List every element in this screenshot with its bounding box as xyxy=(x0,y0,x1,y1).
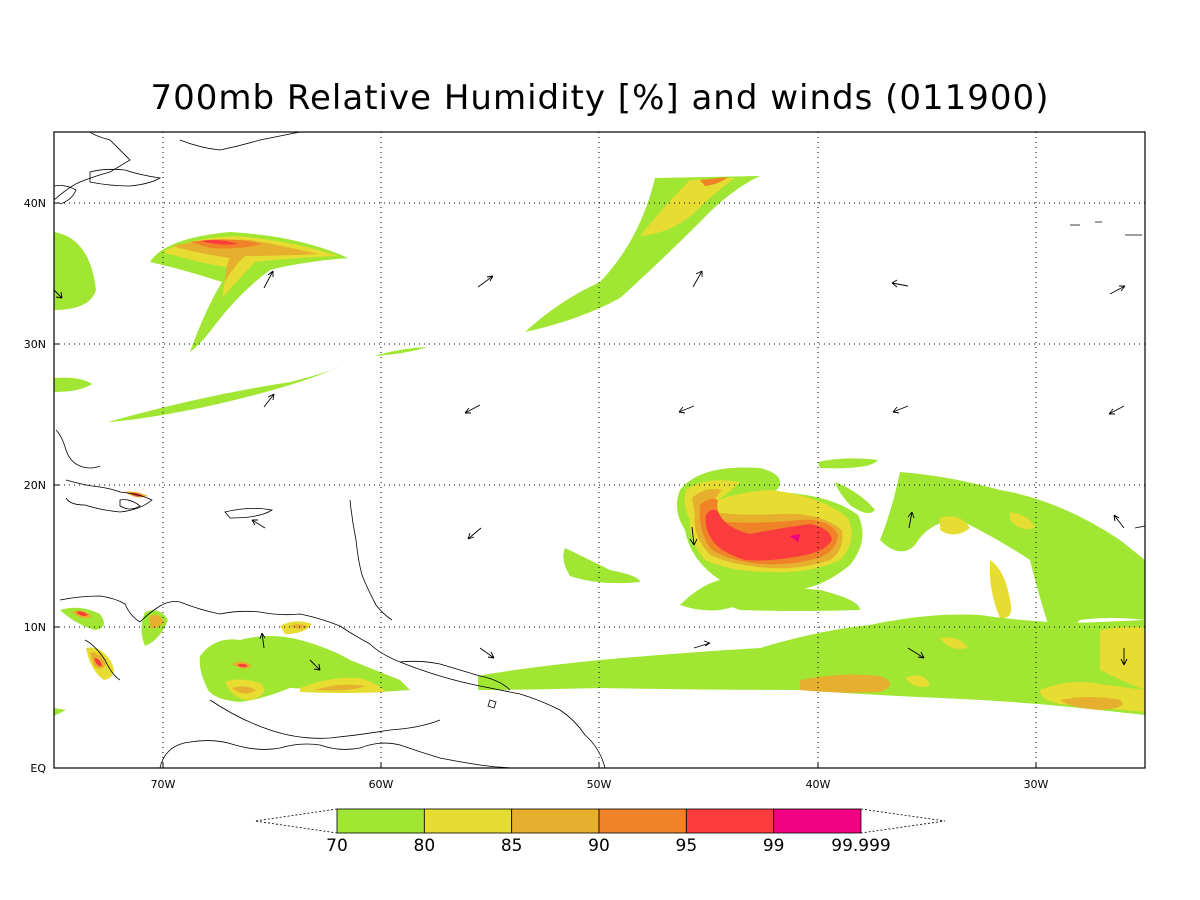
lon-tick-label: 40W xyxy=(806,778,831,791)
colorbar-level-label: 99.999 xyxy=(831,836,890,856)
grid-lines xyxy=(54,132,1145,768)
lon-tick-label: 30W xyxy=(1024,778,1049,791)
wind-vectors xyxy=(53,270,1128,671)
colorbar-level-label: 99 xyxy=(763,836,785,856)
colorbar-swatch xyxy=(685,808,775,834)
map-title: 700mb Relative Humidity [%] and winds (0… xyxy=(150,78,1050,118)
colorbar-left-extension xyxy=(254,808,338,834)
colorbar-level-label: 80 xyxy=(414,836,436,856)
humidity-fields xyxy=(54,176,1145,716)
lat-tick-label: 40N xyxy=(24,197,46,210)
colorbar-labels: 70 80 85 90 95 99 99.999 xyxy=(326,836,891,856)
colorbar: 70 80 85 90 95 99 99.999 xyxy=(254,808,946,856)
lat-tick-label: EQ xyxy=(30,762,46,775)
tick-marks xyxy=(54,202,1037,769)
colorbar-level-label: 85 xyxy=(501,836,523,856)
lon-tick-label: 60W xyxy=(369,778,394,791)
colorbar-swatch xyxy=(598,808,687,834)
colorbar-level-label: 95 xyxy=(676,836,698,856)
colorbar-level-label: 90 xyxy=(588,836,610,856)
colorbar-level-label: 70 xyxy=(326,836,348,856)
lat-tick-label: 20N xyxy=(24,479,46,492)
colorbar-swatch xyxy=(423,808,513,834)
lon-tick-label: 70W xyxy=(151,778,176,791)
lat-tick-label: 30N xyxy=(24,338,46,351)
lat-tick-label: 10N xyxy=(24,621,46,634)
lon-tick-label: 50W xyxy=(587,778,612,791)
colorbar-swatch xyxy=(511,808,600,834)
lon-axis-labels: 70W 60W 50W 40W 30W xyxy=(151,778,1049,791)
colorbar-right-extension xyxy=(860,808,946,834)
coastlines xyxy=(54,132,1145,768)
colorbar-boxes xyxy=(336,808,862,834)
lat-axis-labels: 40N 30N 20N 10N EQ xyxy=(24,197,47,775)
colorbar-swatch xyxy=(336,808,425,834)
colorbar-swatch xyxy=(773,808,862,834)
